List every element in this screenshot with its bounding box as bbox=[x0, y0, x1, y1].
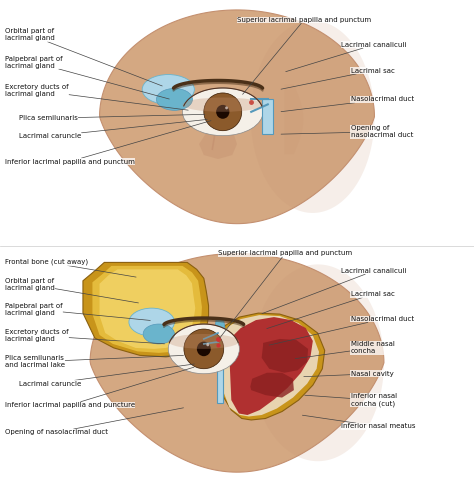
Text: Frontal bone (cut away): Frontal bone (cut away) bbox=[5, 258, 136, 277]
Text: Palpebral part of
lacrimal gland: Palpebral part of lacrimal gland bbox=[5, 303, 150, 321]
Text: Plica semilunaris
and lacrimal lake: Plica semilunaris and lacrimal lake bbox=[5, 355, 183, 368]
Text: Opening of nasolacrimal duct: Opening of nasolacrimal duct bbox=[5, 408, 183, 435]
Ellipse shape bbox=[182, 88, 263, 136]
Polygon shape bbox=[100, 10, 374, 224]
Polygon shape bbox=[262, 339, 308, 373]
Polygon shape bbox=[90, 253, 384, 472]
Text: Superior lacrimal papilla and punctum: Superior lacrimal papilla and punctum bbox=[237, 17, 371, 94]
Text: Lacrimal sac: Lacrimal sac bbox=[267, 291, 395, 329]
Text: Nasal cavity: Nasal cavity bbox=[304, 371, 393, 377]
Text: Inferior nasal meatus: Inferior nasal meatus bbox=[302, 415, 416, 429]
Text: Excretory ducts of
lacrimal gland: Excretory ducts of lacrimal gland bbox=[5, 84, 188, 110]
Text: Excretory ducts of
lacrimal gland: Excretory ducts of lacrimal gland bbox=[5, 329, 164, 344]
Ellipse shape bbox=[206, 343, 210, 346]
Ellipse shape bbox=[142, 75, 194, 104]
Ellipse shape bbox=[204, 93, 242, 131]
Text: Inferior nasal
concha (cut): Inferior nasal concha (cut) bbox=[305, 393, 397, 407]
Ellipse shape bbox=[225, 106, 228, 109]
Ellipse shape bbox=[143, 324, 174, 344]
Ellipse shape bbox=[216, 105, 229, 119]
Ellipse shape bbox=[197, 341, 211, 356]
Ellipse shape bbox=[182, 97, 263, 112]
Polygon shape bbox=[83, 262, 209, 357]
Polygon shape bbox=[92, 266, 202, 353]
Polygon shape bbox=[251, 21, 374, 213]
Text: Lacrimal caruncle: Lacrimal caruncle bbox=[19, 119, 207, 139]
Polygon shape bbox=[250, 373, 294, 398]
Polygon shape bbox=[215, 319, 225, 338]
Text: Plica semilunaris: Plica semilunaris bbox=[19, 114, 205, 121]
Text: Opening of
nasolacrimal duct: Opening of nasolacrimal duct bbox=[281, 125, 413, 138]
Polygon shape bbox=[199, 112, 237, 159]
Text: Palpebral part of
lacrimal gland: Palpebral part of lacrimal gland bbox=[5, 56, 169, 99]
Text: Lacrimal canaliculi: Lacrimal canaliculi bbox=[286, 42, 407, 72]
Ellipse shape bbox=[168, 324, 239, 374]
Polygon shape bbox=[222, 315, 319, 416]
Ellipse shape bbox=[168, 334, 239, 349]
Text: Lacrimal sac: Lacrimal sac bbox=[281, 68, 395, 89]
Text: Nasolacrimal duct: Nasolacrimal duct bbox=[281, 96, 414, 112]
Text: Inferior lacrimal papilla and puncture: Inferior lacrimal papilla and puncture bbox=[5, 367, 194, 408]
Text: Orbital part of
lacrimal gland: Orbital part of lacrimal gland bbox=[5, 278, 138, 303]
Ellipse shape bbox=[184, 329, 224, 369]
Polygon shape bbox=[217, 328, 223, 403]
Text: Superior lacrimal papilla and punctum: Superior lacrimal papilla and punctum bbox=[218, 250, 352, 338]
Polygon shape bbox=[219, 313, 325, 420]
Text: Lacrimal canaliculi: Lacrimal canaliculi bbox=[262, 268, 407, 314]
Ellipse shape bbox=[129, 308, 174, 336]
Ellipse shape bbox=[156, 88, 192, 110]
Text: Middle nasal
concha: Middle nasal concha bbox=[295, 341, 395, 359]
Polygon shape bbox=[100, 269, 195, 349]
Text: Inferior lacrimal papilla and punctum: Inferior lacrimal papilla and punctum bbox=[5, 121, 211, 165]
Text: Nasolacrimal duct: Nasolacrimal duct bbox=[269, 316, 414, 345]
Polygon shape bbox=[252, 264, 384, 461]
Polygon shape bbox=[262, 99, 273, 134]
Text: Lacrimal caruncle: Lacrimal caruncle bbox=[19, 364, 194, 387]
Text: Orbital part of
lacrimal gland: Orbital part of lacrimal gland bbox=[5, 28, 162, 86]
Polygon shape bbox=[230, 317, 313, 415]
